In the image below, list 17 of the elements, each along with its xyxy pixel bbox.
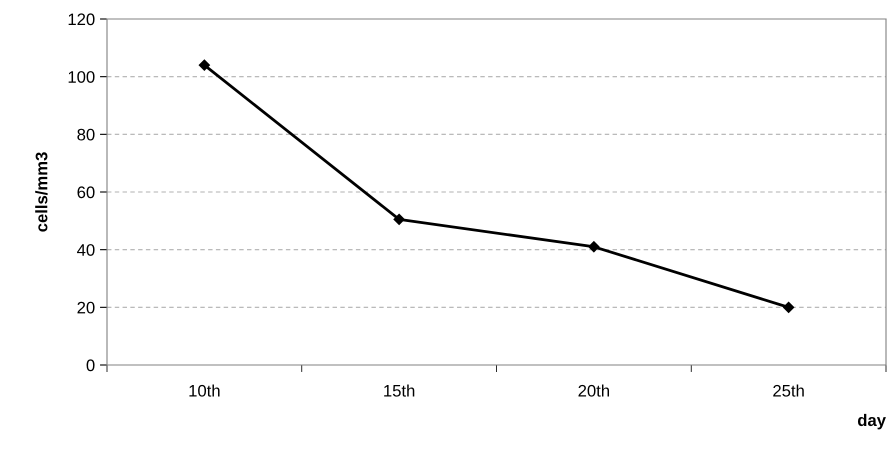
x-axis-title: day (858, 414, 886, 430)
x-tick-label: 25th (773, 384, 804, 397)
y-tick-label: 120 (68, 13, 95, 26)
x-tick-label: 15th (384, 384, 414, 397)
point (783, 302, 794, 313)
y-tick-label: 0 (86, 359, 95, 372)
y-tick-label: 60 (78, 186, 95, 198)
y-tick-label: 100 (68, 71, 95, 83)
x-tick-label: 10th (189, 384, 220, 397)
x-tick-label: 20th (578, 384, 610, 397)
point (394, 214, 405, 225)
y-tick-label: 20 (77, 302, 95, 314)
point (198, 60, 210, 71)
y-axis-title: cells/mm3 (35, 152, 48, 232)
y-tick-label: 80 (77, 128, 95, 141)
point (588, 241, 600, 252)
y-tick-label: 40 (77, 244, 95, 256)
